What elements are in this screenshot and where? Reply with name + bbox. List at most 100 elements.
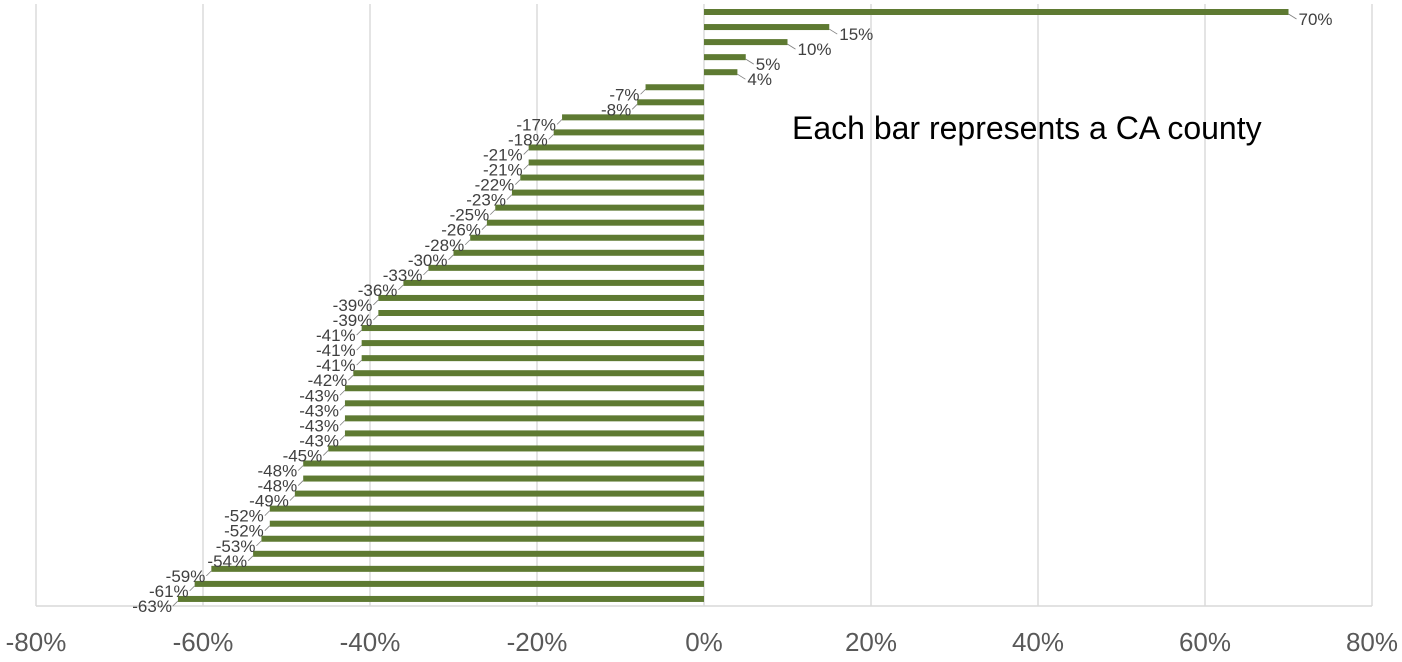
bar xyxy=(378,294,704,301)
label-leader-line xyxy=(631,104,638,110)
data-label: -43% xyxy=(299,431,339,450)
x-tick-label: 0% xyxy=(685,627,723,657)
bar xyxy=(361,355,704,362)
x-tick-label: 40% xyxy=(1012,627,1064,657)
label-leader-line xyxy=(640,88,646,95)
label-leader-line xyxy=(423,269,429,276)
x-tick-label: 60% xyxy=(1179,627,1231,657)
data-label: -53% xyxy=(216,537,256,556)
data-label: -42% xyxy=(308,371,348,390)
label-leader-line xyxy=(481,224,488,230)
x-tick-label: -80% xyxy=(6,627,67,657)
chart-annotation: Each bar represents a CA county xyxy=(792,110,1262,146)
bar xyxy=(528,144,704,151)
bar xyxy=(253,550,704,557)
x-tick-label: 80% xyxy=(1346,627,1398,657)
data-label: -25% xyxy=(450,206,490,225)
bar xyxy=(704,54,746,61)
label-leader-line xyxy=(322,450,329,456)
data-label: -18% xyxy=(508,130,548,149)
bar xyxy=(520,174,704,181)
data-label: -21% xyxy=(483,161,523,180)
bar xyxy=(344,385,704,392)
data-label: 5% xyxy=(756,55,781,74)
label-leader-line xyxy=(829,28,838,35)
data-label: -8% xyxy=(601,100,631,119)
x-axis-tick-labels: -80% -60% -40% -20% 0% 20% 40% 60% 80% xyxy=(6,627,1398,657)
data-label: -48% xyxy=(258,462,298,481)
label-leader-line xyxy=(339,405,346,411)
label-leader-line xyxy=(189,585,195,592)
bar xyxy=(645,84,704,91)
bar xyxy=(269,520,704,527)
bar xyxy=(704,24,830,31)
data-label: -39% xyxy=(333,311,373,330)
label-leader-line xyxy=(398,284,404,291)
bar xyxy=(562,114,704,121)
label-leader-line xyxy=(548,134,554,140)
data-label: -54% xyxy=(207,552,247,571)
data-label: -43% xyxy=(299,386,339,405)
data-label: -26% xyxy=(441,221,481,240)
data-label: -28% xyxy=(425,236,465,255)
label-leader-line xyxy=(297,465,304,471)
label-leader-line xyxy=(523,149,529,155)
label-leader-line xyxy=(297,480,304,486)
label-leader-line xyxy=(264,510,271,516)
label-leader-line xyxy=(348,374,354,381)
bar xyxy=(353,370,704,377)
bar xyxy=(470,234,704,241)
label-leader-line xyxy=(556,119,563,125)
data-label: -43% xyxy=(299,401,339,420)
label-leader-line xyxy=(1288,13,1297,20)
data-label: -17% xyxy=(516,115,556,134)
bar xyxy=(294,490,704,497)
data-label: -21% xyxy=(483,145,523,164)
label-leader-line xyxy=(339,435,346,441)
label-leader-line xyxy=(289,495,296,501)
data-label: -49% xyxy=(249,492,289,511)
bar xyxy=(303,475,704,482)
data-label: -30% xyxy=(408,251,448,270)
bar xyxy=(704,39,788,46)
x-tick-label: 20% xyxy=(845,627,897,657)
label-leader-line xyxy=(373,299,379,306)
bar xyxy=(344,415,704,422)
data-label: -63% xyxy=(132,597,172,616)
bar xyxy=(303,460,704,467)
label-leader-line xyxy=(506,194,513,200)
data-label: 70% xyxy=(1299,10,1333,29)
x-tick-label: -40% xyxy=(340,627,401,657)
bar xyxy=(453,249,704,256)
bar xyxy=(361,340,704,347)
data-label: -33% xyxy=(383,266,423,285)
bar xyxy=(428,264,704,271)
bar xyxy=(495,204,704,211)
label-leader-line xyxy=(737,73,746,80)
x-tick-label: -20% xyxy=(507,627,568,657)
bar xyxy=(269,505,704,512)
bar xyxy=(361,325,704,332)
label-leader-line xyxy=(356,344,362,351)
label-leader-line xyxy=(264,525,271,531)
label-leader-line xyxy=(523,164,529,170)
label-leader-line xyxy=(745,58,754,65)
label-leader-line xyxy=(356,329,362,336)
data-label: -52% xyxy=(224,522,264,541)
data-label: 15% xyxy=(839,25,873,44)
data-label: -22% xyxy=(475,176,515,195)
data-label: -41% xyxy=(316,326,356,345)
data-label: -23% xyxy=(466,191,506,210)
data-labels: 70%15%10%5%4%-7%-8%-17%-18%-21%-21%-22%-… xyxy=(132,10,1332,616)
data-label: 4% xyxy=(747,70,772,89)
bar xyxy=(378,310,704,316)
label-leader-line xyxy=(339,389,346,396)
label-leader-line xyxy=(172,600,179,607)
data-label: -52% xyxy=(224,507,264,526)
label-leader-line xyxy=(356,359,362,366)
data-label: -39% xyxy=(333,296,373,315)
data-label: -41% xyxy=(316,341,356,360)
bar xyxy=(344,400,704,407)
bar xyxy=(704,9,1289,15)
